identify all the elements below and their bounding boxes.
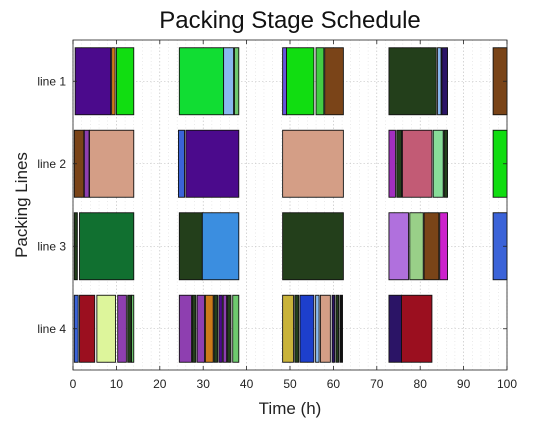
task-bar <box>178 47 225 116</box>
x-axis-label: Time (h) <box>259 399 322 418</box>
task-bar <box>294 294 300 363</box>
task-bar <box>286 47 315 116</box>
y-tick-label: line 2 <box>37 157 66 171</box>
task-bar <box>223 47 235 116</box>
x-tick-label: 30 <box>197 377 211 391</box>
task-bar <box>89 129 135 198</box>
task-bar <box>74 47 112 116</box>
task-bar <box>324 47 344 116</box>
task-bar <box>131 294 135 363</box>
task-bar <box>388 47 437 116</box>
task-bar <box>409 212 424 281</box>
task-bar <box>388 129 396 198</box>
task-bar <box>222 294 228 363</box>
y-axis-label: Packing Lines <box>12 152 31 258</box>
task-bar <box>335 294 340 363</box>
task-bar <box>315 47 325 116</box>
y-tick-label: line 4 <box>37 322 66 336</box>
x-tick-label: 60 <box>327 377 341 391</box>
task-bar <box>178 294 192 363</box>
x-tick-label: 50 <box>283 377 297 391</box>
task-bar <box>117 294 127 363</box>
task-bar <box>232 294 240 363</box>
task-bar <box>178 212 203 281</box>
task-bar <box>432 129 444 198</box>
y-axis-ticks: line 1 line 2 line 3 line 4 <box>37 74 507 336</box>
task-bar <box>233 47 240 116</box>
x-tick-label: 80 <box>414 377 428 391</box>
task-bar <box>339 294 343 363</box>
task-bar <box>191 294 197 363</box>
task-bar <box>111 47 116 116</box>
task-bar <box>96 294 116 363</box>
task-bar <box>439 212 448 281</box>
task-bar <box>185 129 240 198</box>
task-bar <box>299 294 315 363</box>
task-bar <box>388 212 409 281</box>
task-bar <box>227 294 232 363</box>
x-tick-label: 10 <box>110 377 124 391</box>
task-bar <box>315 294 320 363</box>
task-bars-layer <box>73 47 508 363</box>
task-bar <box>437 47 442 116</box>
task-bar <box>218 294 223 363</box>
y-tick-label: line 3 <box>37 239 66 253</box>
task-bar <box>196 294 205 363</box>
task-bar <box>441 47 448 116</box>
task-bar <box>115 47 135 116</box>
task-bar <box>79 212 135 281</box>
x-tick-label: 90 <box>457 377 471 391</box>
task-bar <box>201 212 240 281</box>
y-tick-label: line 1 <box>37 74 66 88</box>
x-tick-label: 0 <box>70 377 77 391</box>
task-bar <box>282 212 344 281</box>
task-bar <box>79 294 96 363</box>
task-bar <box>423 212 440 281</box>
task-bar <box>401 129 433 198</box>
task-bar <box>83 129 90 198</box>
task-bar <box>204 294 214 363</box>
x-tick-label: 40 <box>240 377 254 391</box>
x-tick-label: 100 <box>497 377 517 391</box>
task-bar <box>282 294 294 363</box>
x-tick-label: 70 <box>370 377 384 391</box>
task-bar <box>396 129 402 198</box>
task-bar <box>319 294 331 363</box>
task-bar <box>282 129 344 198</box>
task-bar <box>127 294 132 363</box>
task-bar <box>443 129 448 198</box>
task-bar <box>178 129 185 198</box>
task-bar <box>388 294 402 363</box>
x-axis-ticks: 0 10 20 30 40 50 60 70 80 90 100 <box>70 40 517 391</box>
task-bar <box>401 294 433 363</box>
task-bar <box>213 294 218 363</box>
chart-title: Packing Stage Schedule <box>159 7 421 34</box>
task-bar <box>331 294 336 363</box>
x-tick-label: 20 <box>153 377 167 391</box>
task-bar <box>282 47 287 116</box>
